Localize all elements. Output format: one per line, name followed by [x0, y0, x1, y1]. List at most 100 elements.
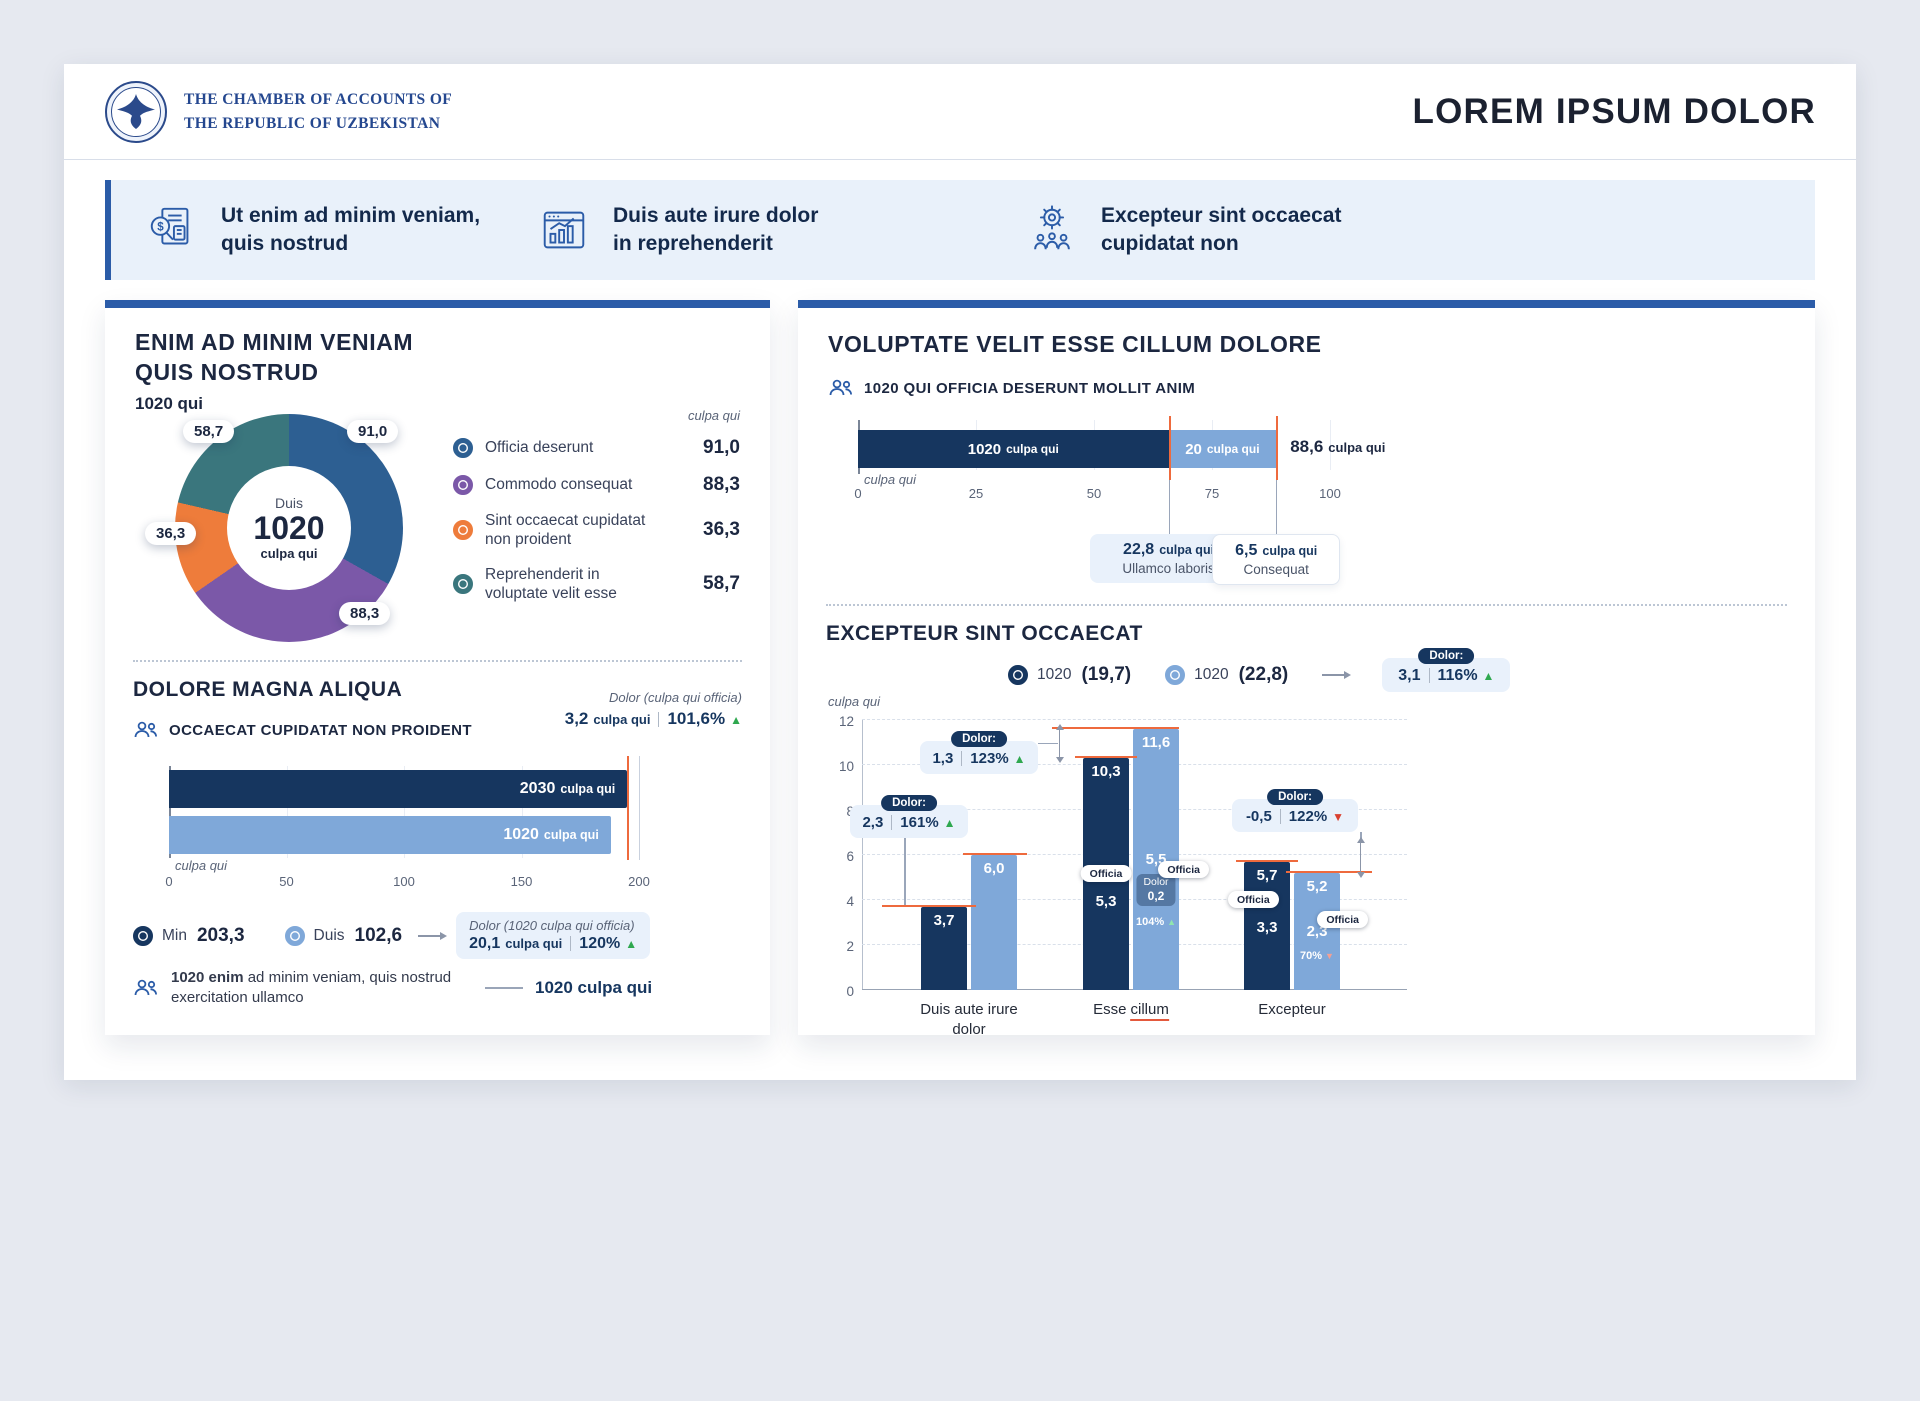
legend-item: Reprehenderit in voluptate velit esse 58… — [453, 565, 740, 604]
legend-item: Commodo consequat 88,3 — [453, 474, 740, 496]
left-panel-title: ENIM AD MINIM VENIAM QUIS NOSTRUD — [135, 329, 414, 385]
org-name: THE CHAMBER OF ACCOUNTS OF THE REPUBLIC … — [184, 88, 452, 135]
level-marker — [1075, 756, 1137, 759]
people-icon — [829, 379, 852, 396]
dolor-tag: Dolor: — [1267, 789, 1323, 805]
x-tick: 150 — [510, 874, 533, 889]
trend-up-icon: ▲ — [1167, 917, 1177, 927]
trend-down-icon: ▼ — [1332, 810, 1345, 824]
bar-min: 2030 culpa qui — [169, 770, 628, 808]
officia-pill: Officia — [1080, 865, 1132, 882]
gridline — [404, 766, 405, 858]
y-tick: 12 — [838, 714, 854, 729]
marker-line-b — [1276, 416, 1279, 480]
x-axis-unit: culpa qui — [175, 858, 228, 873]
voluptate-subtitle-row: 1020 QUI OFFICIA DESERUNT MOLLIT ANIM — [828, 378, 1195, 398]
connector-line — [1168, 480, 1170, 534]
group-label-duis: Duis aute irure dolor — [920, 1001, 1018, 1038]
level-marker — [1286, 871, 1372, 873]
stacked-bar: 1020 culpa qui 20 culpa qui — [858, 430, 1330, 468]
uzbekistan-emblem-logo — [105, 80, 167, 143]
trend-up-icon: ▲ — [943, 816, 956, 830]
legend-ring-icon — [284, 925, 305, 946]
trend-up-icon: ▲ — [1482, 669, 1495, 683]
x-tick: 100 — [1319, 486, 1341, 501]
gridline — [286, 766, 288, 858]
arrow-right-icon — [418, 931, 448, 940]
panel-enim-ad-minim: ENIM AD MINIM VENIAM QUIS NOSTRUD 1020 q… — [105, 300, 770, 1035]
donut-badge-sint: 36,3 — [145, 522, 197, 545]
trend-down-icon: ▼ — [1325, 951, 1334, 961]
officia-pill: Officia — [1228, 891, 1279, 908]
bar-g3-light: 5,2 2,3 70% ▼ Officia — [1294, 873, 1368, 990]
bar-g1-light: 6,0 — [971, 855, 1017, 990]
panel-voluptate: VOLUPTATE VELIT ESSE CILLUM DOLORE 1020 … — [798, 300, 1815, 1038]
highlight-text-2: Duis aute irure dolor in reprehenderit — [613, 203, 819, 255]
voluptate-subtitle: 1020 QUI OFFICIA DESERUNT MOLLIT ANIM — [864, 379, 1196, 397]
delta-arrow — [1055, 724, 1064, 763]
legend-units-label: culpa qui — [687, 408, 740, 423]
org-name-line1: THE CHAMBER OF ACCOUNTS OF — [184, 91, 453, 109]
excepteur-legend: 1020 (19,7) 1020 (22,8) Dolor: 3,1 116% ▲ — [1008, 648, 1511, 692]
dolore-bar-chart: 2030 culpa qui 1020 culpa qui culpa qui 0 … — [165, 756, 650, 895]
legend-ring-icon — [1008, 665, 1028, 685]
officia-pill: Officia — [1158, 861, 1209, 878]
donut-chart-label: 1020 qui — [135, 394, 204, 413]
y-tick: 6 — [846, 849, 854, 864]
connector-line — [1038, 742, 1058, 744]
legend-ring-icon — [453, 520, 473, 541]
excepteur-bar-chart: culpa qui 0 2 4 6 8 10 12 — [828, 694, 1428, 1038]
bar-g2-dark: 10,3 Officia 5,3 — [1080, 758, 1132, 990]
dolore-subtitle-row: OCCAECAT CUPIDATAT NON PROIDENT — [133, 720, 472, 740]
report-page: THE CHAMBER OF ACCOUNTS OF THE REPUBLIC … — [64, 64, 1856, 1080]
segment-dark: 1020 culpa qui — [858, 430, 1169, 468]
dolore-subtitle: OCCAECAT CUPIDATAT NON PROIDENT — [169, 721, 472, 739]
officia-pill: Officia — [1317, 911, 1368, 928]
bar-g1-dark: 3,7 — [921, 906, 967, 990]
trend-up-icon: ▲ — [625, 937, 638, 951]
dolor-tag: Dolor: — [881, 795, 937, 811]
level-marker — [1052, 727, 1179, 729]
donut-badge-commodo: 88,3 — [339, 602, 391, 625]
highlight-item-3: Excepteur sint occaecat cupidatat non — [985, 202, 1815, 259]
y-tick: 2 — [846, 939, 854, 954]
y-axis-line — [862, 720, 863, 990]
bar-duis: 1020 culpa qui — [169, 816, 611, 854]
donut-badge-reprehenderit: 58,7 — [183, 420, 235, 443]
trend-up-icon: ▲ — [1013, 752, 1026, 766]
x-tick: 50 — [1086, 486, 1102, 501]
donut-badge-officia: 91,0 — [347, 420, 399, 443]
dolore-section-title: DOLORE MAGNA ALIQUA — [133, 678, 403, 701]
y-tick: 4 — [846, 894, 854, 909]
people-icon — [134, 979, 157, 996]
legend-ring-icon — [453, 574, 473, 595]
divider — [133, 660, 742, 662]
callout-g2: Dolor: 1,3 123% ▲ — [920, 731, 1038, 774]
y-tick: 10 — [838, 759, 854, 774]
x-tick: 200 — [628, 874, 650, 889]
value-separator — [1279, 809, 1281, 824]
x-tick: 0 — [165, 874, 173, 889]
gridline — [521, 766, 523, 858]
gridline — [1330, 420, 1331, 470]
delta-arrow — [1356, 837, 1365, 878]
value-separator — [961, 751, 963, 766]
donut-center: Duis 1020 culpa qui — [227, 466, 351, 590]
gear-audience-icon — [1034, 205, 1070, 250]
level-marker — [1236, 859, 1298, 862]
plot-area: 0 2 4 6 8 10 12 — [839, 714, 1407, 1038]
value-separator — [570, 936, 572, 951]
legend-item: Sint occaecat cupidatat non proident 36,… — [453, 511, 740, 550]
trend-up-icon: ▲ — [730, 713, 742, 727]
x-axis-unit: culpa qui — [864, 472, 917, 487]
donut-chart: Duis 1020 culpa qui 58,7 91,0 36,3 88,3 — [131, 404, 461, 679]
marker-line-a — [1168, 416, 1171, 480]
bar-g3-dark: 5,7 Officia 3,3 — [1228, 861, 1290, 990]
svg-text:$: $ — [157, 221, 164, 233]
y-axis-line — [169, 766, 171, 858]
donut-legend: culpa qui Officia deserunt 91,0 Commodo … — [453, 408, 740, 619]
page-title: LOREM IPSUM DOLOR — [1412, 91, 1816, 131]
excepteur-legend-callout: Dolor: 3,1 116% ▲ — [1382, 648, 1511, 692]
x-tick: 100 — [393, 874, 415, 889]
